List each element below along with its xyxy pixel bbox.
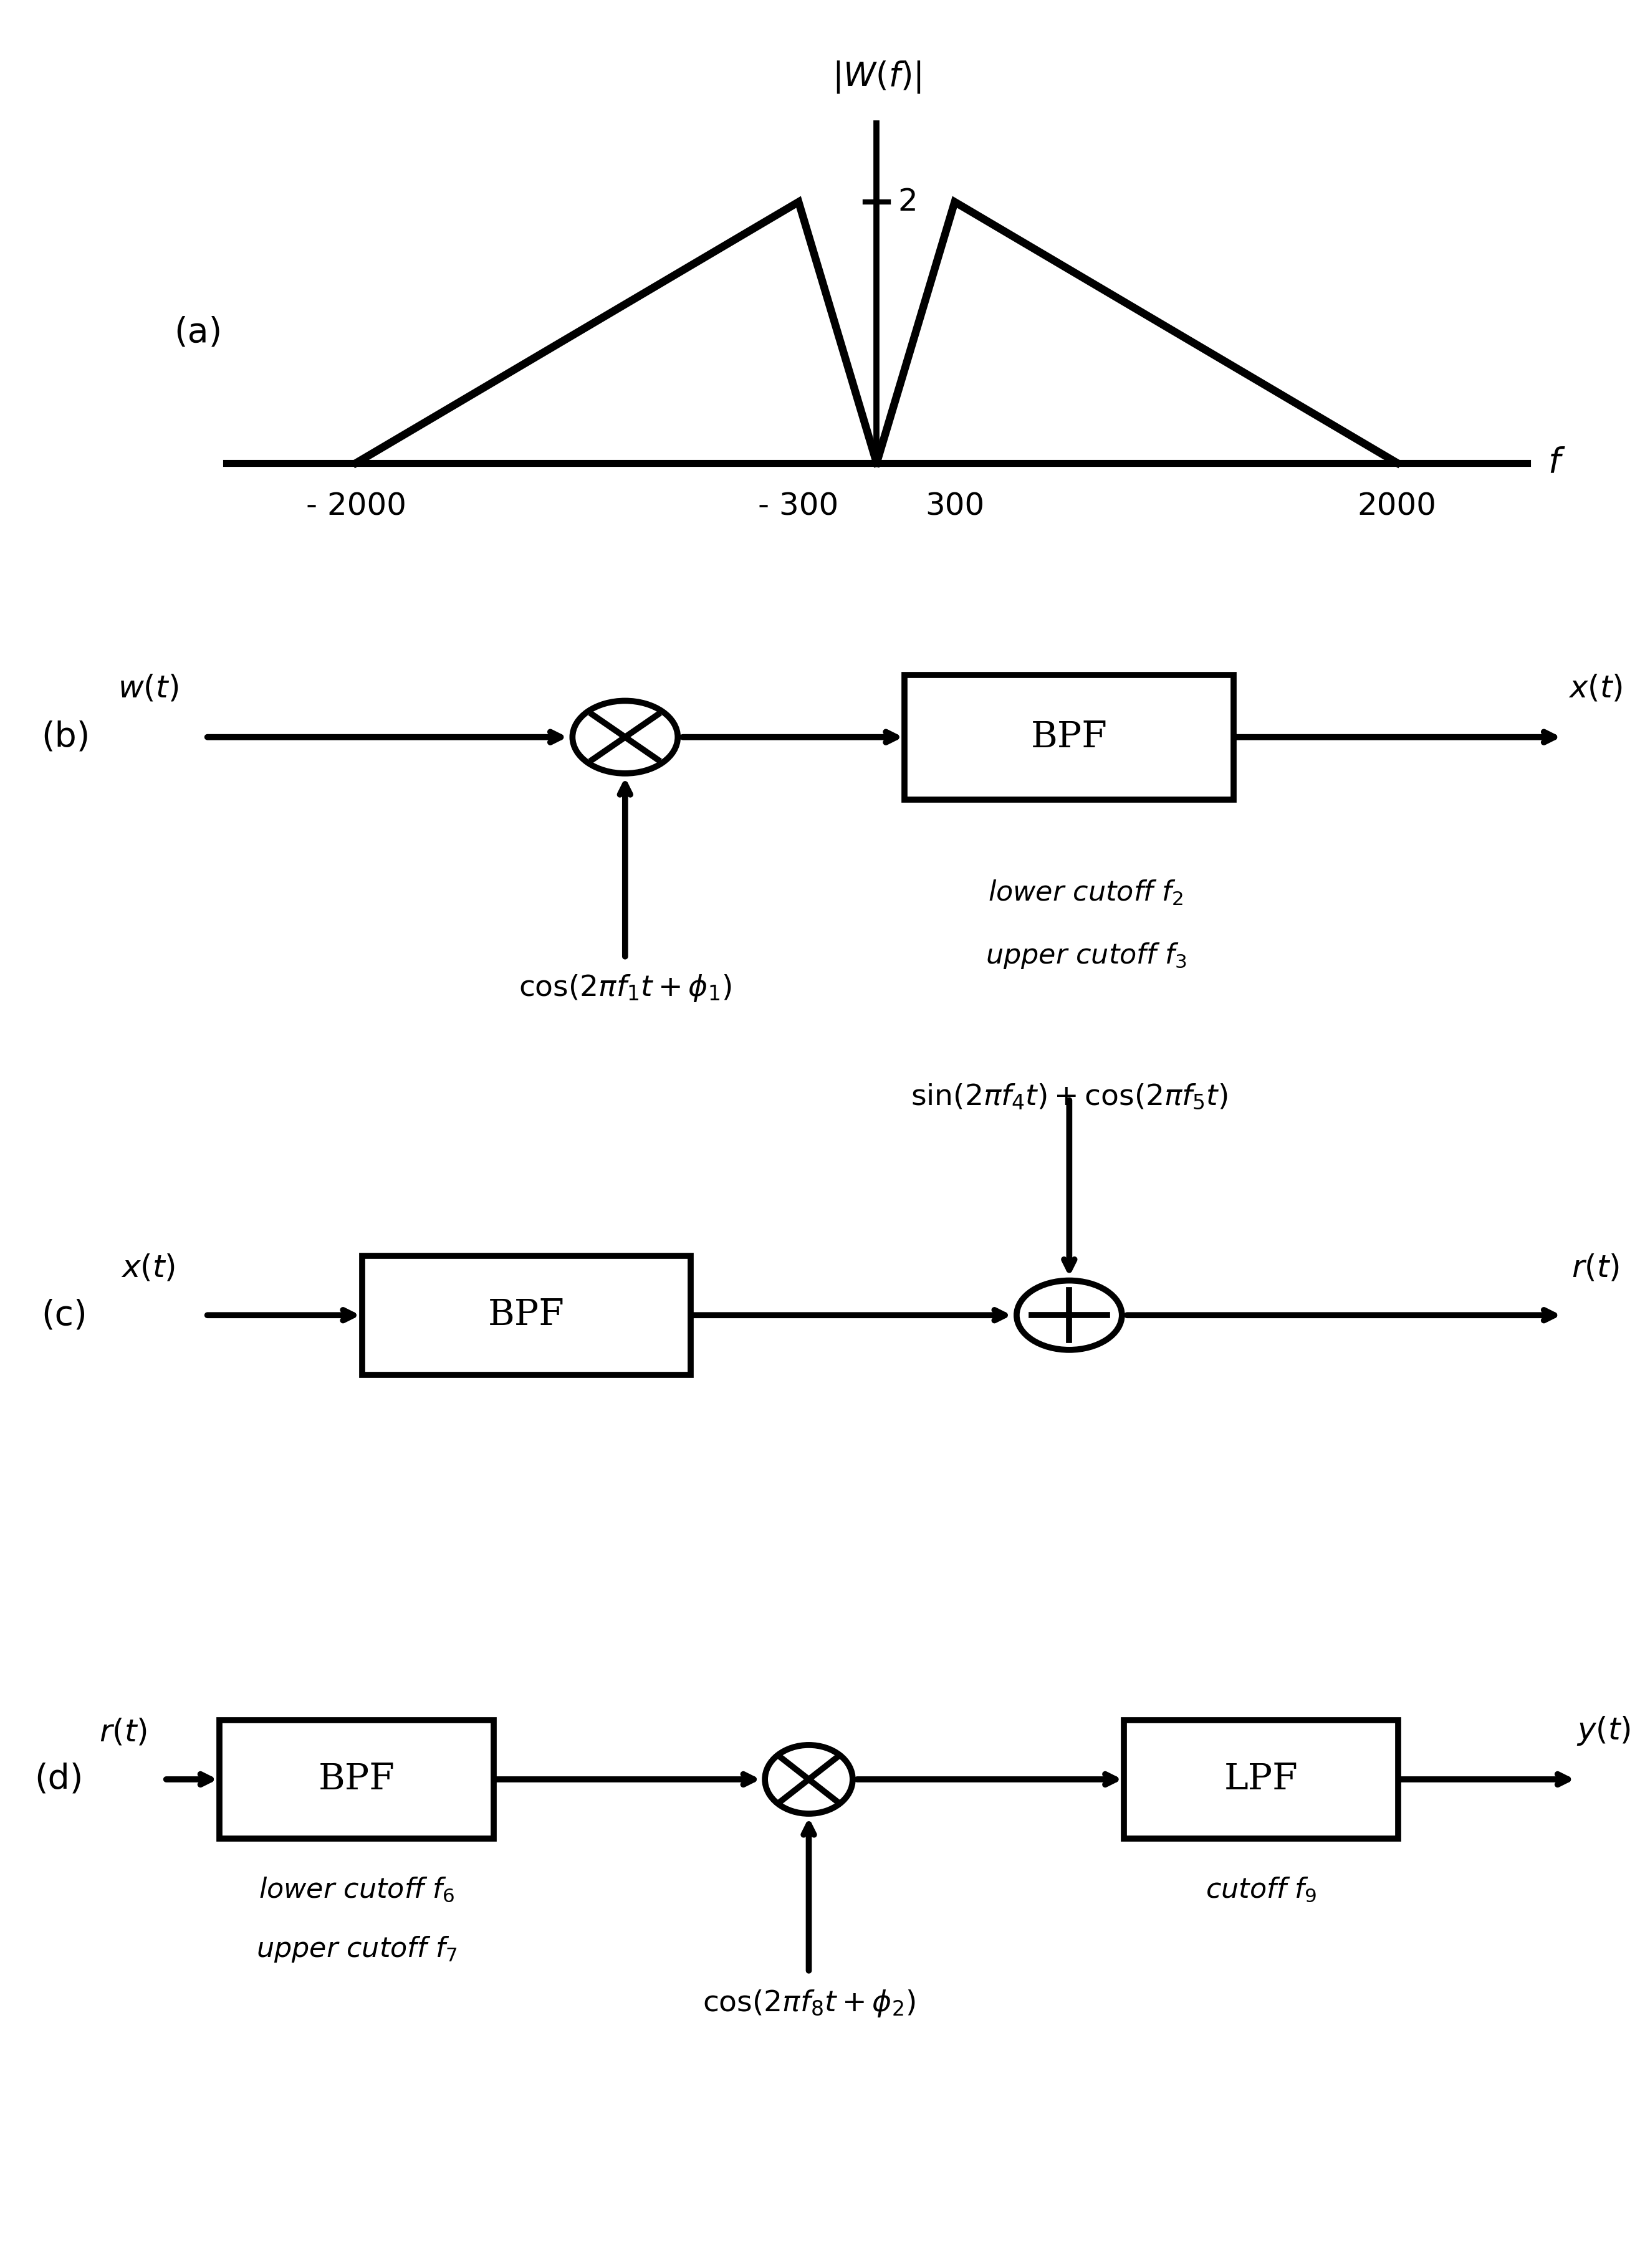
Circle shape xyxy=(572,701,678,773)
Text: $w(t)$: $w(t)$ xyxy=(118,674,178,703)
Text: - 300: - 300 xyxy=(758,492,839,522)
Text: upper cutoff $f_7$: upper cutoff $f_7$ xyxy=(257,1935,457,1964)
Text: $x(t)$: $x(t)$ xyxy=(120,1252,176,1284)
Text: upper cutoff $f_3$: upper cutoff $f_3$ xyxy=(985,941,1186,971)
Text: LPF: LPF xyxy=(1224,1762,1298,1796)
Text: BPF: BPF xyxy=(317,1762,395,1796)
Text: BPF: BPF xyxy=(489,1297,564,1334)
Text: lower cutoff $f_2$: lower cutoff $f_2$ xyxy=(989,880,1183,907)
Text: BPF: BPF xyxy=(1031,719,1107,755)
Text: (d): (d) xyxy=(35,1762,84,1796)
Text: $f$: $f$ xyxy=(1548,447,1566,479)
Text: 2000: 2000 xyxy=(1357,492,1436,522)
Text: $|W(f)|$: $|W(f)|$ xyxy=(832,59,921,95)
Text: $y(t)$: $y(t)$ xyxy=(1576,1715,1632,1746)
Bar xyxy=(1124,1721,1398,1839)
Text: (c): (c) xyxy=(41,1297,87,1331)
Circle shape xyxy=(1017,1281,1122,1349)
Text: $r(t)$: $r(t)$ xyxy=(1571,1252,1620,1284)
Text: $2$: $2$ xyxy=(898,186,915,218)
Text: cutoff $f_9$: cutoff $f_9$ xyxy=(1206,1876,1316,1903)
Text: - 2000: - 2000 xyxy=(306,492,406,522)
Bar xyxy=(905,676,1234,801)
Text: $\sin(2\pi f_4 t)+\cos(2\pi f_5 t)$: $\sin(2\pi f_4 t)+\cos(2\pi f_5 t)$ xyxy=(911,1082,1227,1111)
Bar xyxy=(219,1721,494,1839)
Text: $\cos(2\pi f_1 t + \phi_1)$: $\cos(2\pi f_1 t + \phi_1)$ xyxy=(518,973,732,1002)
Text: (b): (b) xyxy=(41,721,90,753)
Text: 300: 300 xyxy=(924,492,984,522)
Text: (a): (a) xyxy=(174,315,222,349)
Circle shape xyxy=(765,1744,852,1814)
Text: $r(t)$: $r(t)$ xyxy=(99,1717,148,1746)
Text: $\cos(2\pi f_8 t + \phi_2)$: $\cos(2\pi f_8 t + \phi_2)$ xyxy=(702,1989,915,2019)
Bar xyxy=(362,1256,691,1374)
Text: $x(t)$: $x(t)$ xyxy=(1568,674,1624,703)
Text: lower cutoff $f_6$: lower cutoff $f_6$ xyxy=(258,1876,454,1903)
